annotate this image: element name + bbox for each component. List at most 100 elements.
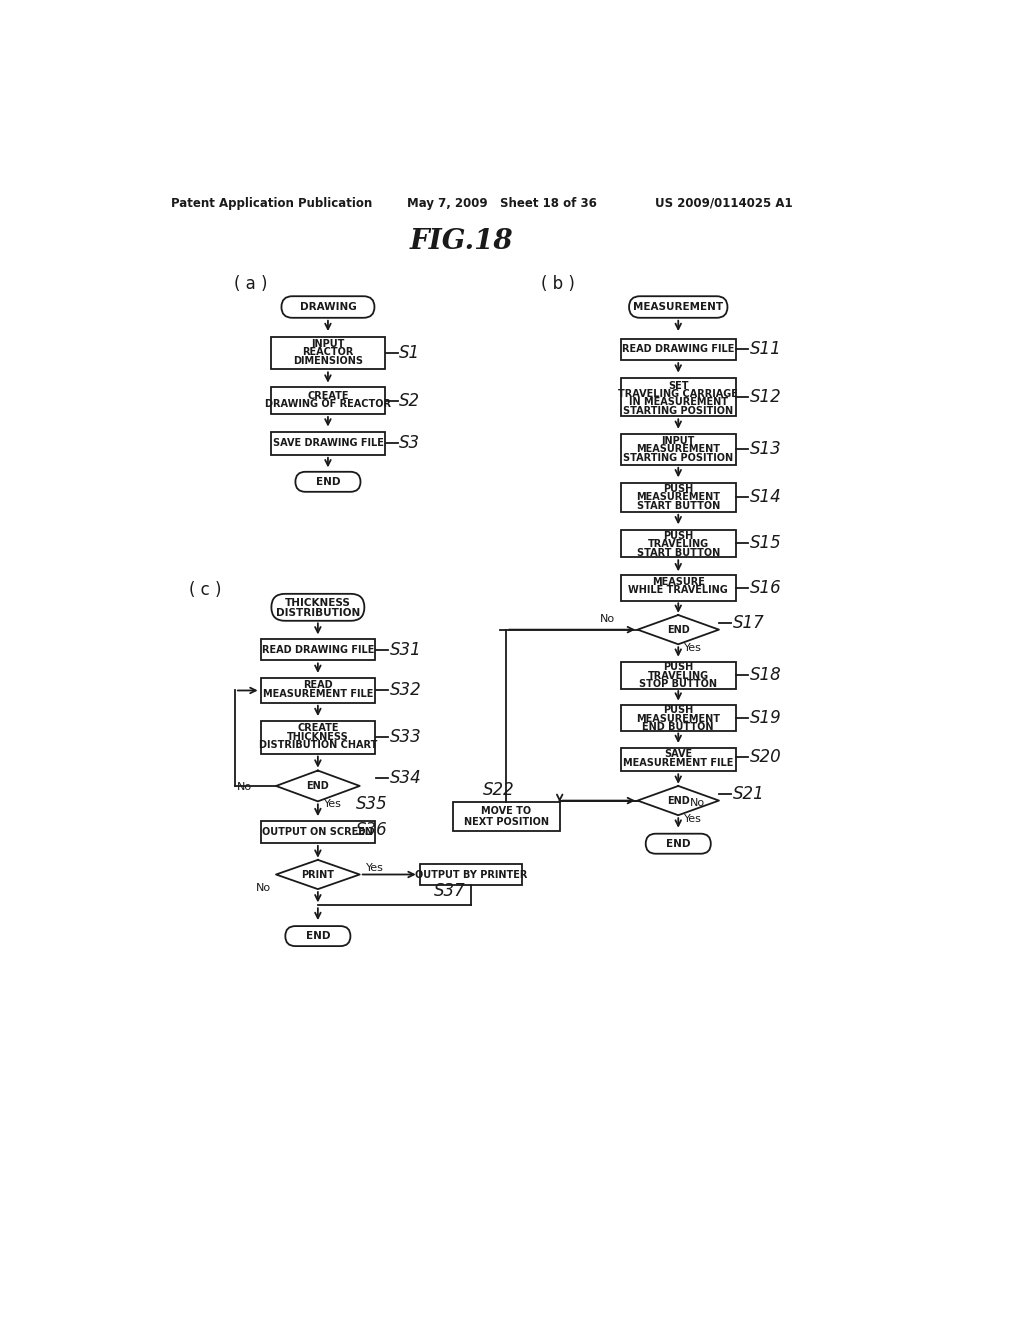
FancyBboxPatch shape	[629, 296, 727, 318]
Bar	[260, 721, 375, 754]
Text: TRAVELING: TRAVELING	[648, 671, 709, 681]
Text: THICKNESS: THICKNESS	[285, 598, 351, 607]
Text: S1: S1	[399, 345, 421, 362]
Text: S33: S33	[390, 729, 422, 746]
Text: OUTPUT BY PRINTER: OUTPUT BY PRINTER	[415, 870, 527, 879]
Text: MEASUREMENT: MEASUREMENT	[636, 492, 720, 502]
Text: SAVE DRAWING FILE: SAVE DRAWING FILE	[272, 438, 383, 449]
Text: ( a ): ( a )	[233, 275, 267, 293]
Text: S19: S19	[750, 709, 781, 727]
Text: NEXT POSITION: NEXT POSITION	[464, 817, 549, 828]
Text: END: END	[306, 781, 330, 791]
Text: END BUTTON: END BUTTON	[642, 722, 714, 733]
Text: S16: S16	[750, 579, 781, 597]
Text: S18: S18	[750, 667, 781, 684]
Text: S14: S14	[750, 488, 781, 506]
Bar	[260, 821, 375, 843]
Text: MOVE TO: MOVE TO	[481, 807, 531, 816]
Text: Yes: Yes	[366, 863, 384, 874]
Polygon shape	[638, 615, 719, 644]
Bar	[621, 378, 735, 416]
Text: FIG.18: FIG.18	[410, 228, 513, 255]
Text: READ DRAWING FILE: READ DRAWING FILE	[622, 345, 734, 354]
Text: INPUT: INPUT	[311, 339, 345, 348]
Bar	[621, 661, 735, 689]
Text: Yes: Yes	[324, 800, 342, 809]
Text: S11: S11	[750, 341, 781, 358]
Bar	[260, 639, 375, 660]
Text: S36: S36	[356, 821, 388, 838]
Text: DRAWING: DRAWING	[300, 302, 356, 312]
Text: PUSH: PUSH	[664, 705, 693, 715]
Text: PRINT: PRINT	[301, 870, 335, 879]
Text: CREATE: CREATE	[307, 391, 349, 400]
FancyBboxPatch shape	[271, 594, 365, 620]
Text: MEASUREMENT: MEASUREMENT	[633, 302, 723, 312]
Text: READ DRAWING FILE: READ DRAWING FILE	[262, 644, 374, 655]
Bar	[621, 483, 735, 512]
Text: S34: S34	[390, 770, 422, 787]
Bar	[270, 432, 385, 455]
Text: S35: S35	[356, 795, 388, 813]
Text: ( c ): ( c )	[189, 581, 222, 598]
Text: S20: S20	[750, 748, 781, 767]
Polygon shape	[276, 771, 359, 801]
Text: END: END	[667, 796, 689, 805]
Polygon shape	[638, 785, 719, 816]
Bar	[621, 705, 735, 731]
Text: STARTING POSITION: STARTING POSITION	[624, 453, 733, 463]
Text: S2: S2	[399, 392, 421, 411]
Text: S3: S3	[399, 434, 421, 453]
Text: IN MEASUREMENT: IN MEASUREMENT	[629, 397, 728, 408]
FancyBboxPatch shape	[282, 296, 375, 318]
Bar	[260, 677, 375, 704]
Text: REACTOR: REACTOR	[302, 347, 353, 358]
Text: START BUTTON: START BUTTON	[637, 500, 720, 511]
Text: S32: S32	[390, 681, 422, 700]
Text: READ: READ	[303, 680, 333, 690]
Bar	[621, 529, 735, 557]
FancyBboxPatch shape	[295, 471, 360, 492]
Text: END: END	[666, 838, 690, 849]
Text: No: No	[256, 883, 271, 894]
Text: DRAWING OF REACTOR: DRAWING OF REACTOR	[265, 399, 391, 409]
Text: No: No	[690, 797, 706, 808]
Bar	[420, 863, 522, 886]
Text: CREATE: CREATE	[297, 723, 339, 733]
Text: STARTING POSITION: STARTING POSITION	[624, 407, 733, 416]
Text: PUSH: PUSH	[664, 663, 693, 672]
Text: S12: S12	[750, 388, 781, 407]
Text: S13: S13	[750, 441, 781, 458]
Text: S15: S15	[750, 535, 781, 552]
Text: ( b ): ( b )	[542, 275, 575, 293]
Text: DIMENSIONS: DIMENSIONS	[293, 356, 362, 366]
Text: SET: SET	[668, 380, 688, 391]
Text: INPUT: INPUT	[662, 436, 695, 446]
Text: MEASURE: MEASURE	[652, 577, 705, 587]
FancyBboxPatch shape	[286, 927, 350, 946]
Bar	[453, 803, 560, 832]
Text: S22: S22	[483, 781, 515, 799]
Text: END: END	[305, 931, 330, 941]
Text: DISTRIBUTION: DISTRIBUTION	[275, 607, 360, 618]
Text: OUTPUT ON SCREEN: OUTPUT ON SCREEN	[262, 828, 374, 837]
Text: END: END	[667, 624, 689, 635]
Text: DISTRIBUTION CHART: DISTRIBUTION CHART	[259, 741, 377, 750]
Text: US 2009/0114025 A1: US 2009/0114025 A1	[655, 197, 793, 210]
Text: Patent Application Publication: Patent Application Publication	[171, 197, 372, 210]
Text: WHILE TRAVELING: WHILE TRAVELING	[629, 585, 728, 595]
Text: MEASUREMENT: MEASUREMENT	[636, 445, 720, 454]
Bar	[621, 434, 735, 465]
Text: THICKNESS: THICKNESS	[287, 731, 349, 742]
Text: No: No	[599, 614, 614, 624]
Text: MEASUREMENT FILE: MEASUREMENT FILE	[263, 689, 373, 698]
FancyBboxPatch shape	[646, 834, 711, 854]
Text: Yes: Yes	[684, 814, 702, 824]
Text: TRAVELING CARRIAGE: TRAVELING CARRIAGE	[618, 389, 738, 399]
Text: S37: S37	[434, 883, 466, 900]
Text: MEASUREMENT: MEASUREMENT	[636, 714, 720, 723]
Text: SAVE: SAVE	[665, 750, 692, 759]
Text: No: No	[237, 783, 252, 792]
Text: START BUTTON: START BUTTON	[637, 548, 720, 557]
Text: S31: S31	[390, 640, 422, 659]
